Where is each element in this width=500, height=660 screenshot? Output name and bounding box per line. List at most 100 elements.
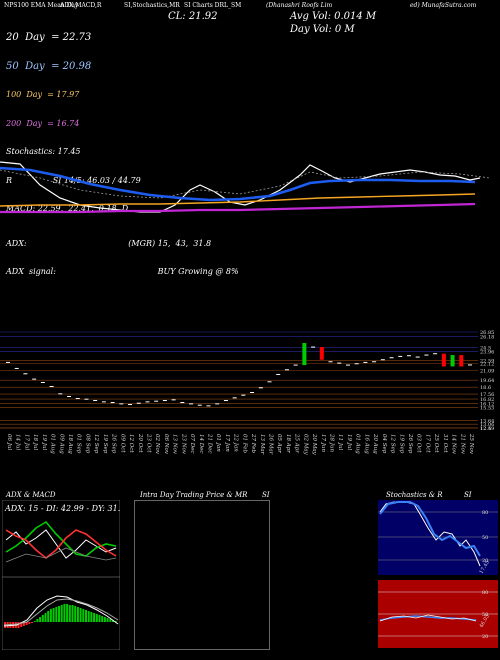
macd-bar <box>20 622 23 627</box>
date-tick-label: 23 Oct <box>145 433 151 453</box>
date-axis: 06 Jul 14 Jul 17 Jul 18 Jul 19 Jul 01 Aug 09 A… <box>6 433 474 456</box>
price-tick-label: 16.82 <box>480 397 494 403</box>
date-tick-label: 08 Sep <box>84 434 90 454</box>
macd-bar <box>71 605 74 622</box>
price-tick-label: 26.85 <box>480 330 494 336</box>
date-tick-label: 31 Oct <box>442 434 448 453</box>
macd-bar <box>58 606 60 622</box>
date-tick-label: 02 May <box>302 434 308 456</box>
macd-bar <box>66 604 69 622</box>
macd-bar <box>44 613 47 622</box>
adx-red-line <box>5 529 117 560</box>
date-tick-label: 12 Sep <box>93 434 99 454</box>
date-tick-label: 18 Apr <box>285 434 291 453</box>
adx-macd-panel: ADX: 15 - DI: 42.99 - DY: 31.78 <box>2 500 120 650</box>
macd-line <box>3 595 119 627</box>
date-tick-label: 02 Nov <box>154 434 160 455</box>
macd-bar <box>22 622 25 626</box>
macd-bar <box>33 621 36 622</box>
candle <box>302 343 307 366</box>
macd-bar <box>60 605 63 622</box>
stoch-tick-80: 80 <box>482 510 488 516</box>
date-tick-label: 28 Jun <box>329 433 335 452</box>
stoch-blue-line <box>379 501 481 557</box>
date-tick-label: 13 Mar <box>259 434 265 455</box>
date-tick-label: 19 Jul <box>41 434 47 450</box>
date-tick-label: 26 Sep <box>111 433 117 454</box>
macd-bar <box>101 616 104 622</box>
date-tick-label: 11 Jul <box>337 434 343 450</box>
price-tick-label: 16.12 <box>480 402 494 408</box>
close-price: CL: 21.92 <box>168 11 218 22</box>
intraday-panel-si: SI <box>262 491 270 499</box>
header-site: ed) MunafaSutra.com <box>410 2 477 9</box>
adx-signal-readout: ADX signal: BUY Growing @ 8% <box>6 267 239 276</box>
macd-bar <box>87 611 90 622</box>
avg-volume: Avg Vol: 0.014 M <box>290 11 377 22</box>
stoch-tick-50: 50 <box>482 535 488 541</box>
day-volume: Day Vol: 0 M <box>290 24 355 35</box>
date-tick-label: 06 Jul <box>6 434 12 450</box>
macd-bar <box>98 615 101 622</box>
macd-bar <box>112 620 114 622</box>
candle <box>450 355 455 367</box>
date-tick-label: 17 Jan <box>224 434 230 452</box>
date-tick-label: 14 Jul <box>15 434 21 450</box>
date-tick-label: 17 Jul <box>23 434 29 450</box>
stoch-panel-title: Stochastics & R <box>386 491 443 499</box>
macd-signal-line <box>3 598 119 626</box>
date-tick-label: 09 Oct <box>119 434 125 453</box>
date-tick-label: 19 Sep <box>398 434 404 454</box>
date-tick-label: 03 Oct <box>416 434 422 453</box>
macd-bar <box>49 609 52 622</box>
date-tick-label: 23 Nov <box>180 433 186 455</box>
rsi-white-line <box>379 614 477 622</box>
rsi-tick-20: 20 <box>482 634 488 640</box>
header-symbol: SI Charts DRL_SM <box>184 2 242 9</box>
date-tick-label: 04 Sep <box>381 434 387 454</box>
date-tick-label: 19 Jul <box>346 434 352 450</box>
macd-bar <box>31 622 33 623</box>
price-tick-label: 21.09 <box>480 369 494 375</box>
date-tick-label: 25 Oct <box>433 433 439 453</box>
date-tick-label: 01 Sep <box>76 434 82 454</box>
macd-bar <box>63 604 66 622</box>
stoch-panel-si: SI <box>464 491 472 499</box>
date-tick-label: 17 Jun <box>320 434 326 452</box>
date-tick-label: 27 Feb <box>250 433 256 454</box>
date-tick-label: 16 Aug <box>363 434 369 454</box>
ema50-line <box>0 166 476 202</box>
date-tick-label: 20 Oct <box>137 433 143 453</box>
date-tick-label: 09 Aug <box>58 434 64 454</box>
header-indicators: ADX,MACD,R <box>60 2 102 9</box>
price-tick-label: 13.06 <box>480 422 494 428</box>
date-tick-label: 12 Oct <box>128 434 134 453</box>
macd-bar <box>25 622 28 625</box>
date-tick-label: 19 Sep <box>102 434 108 454</box>
date-tick-label: 26 Sep <box>407 433 413 454</box>
date-tick-label: 01 Feb <box>241 434 247 454</box>
macd-bar <box>68 605 71 622</box>
ema200-readout: 200 Day = 16.74 <box>6 118 80 128</box>
ema100-line <box>0 193 476 207</box>
date-tick-label: 20 Aug <box>372 433 378 454</box>
price-tick-label: 19.64 <box>480 378 494 384</box>
ema200-line <box>0 202 476 214</box>
date-tick-label: 14 Nov <box>451 434 457 455</box>
candlestick-chart: 26.8526.1824.523.9622.5922.1221.0919.641… <box>0 330 494 430</box>
date-tick-label: 21 Nov <box>459 433 465 455</box>
macd-bar <box>76 607 79 622</box>
macd-bar <box>79 608 82 622</box>
adx-panel-title: ADX & MACD <box>6 491 56 499</box>
date-tick-label: 07 Dec <box>189 434 195 454</box>
price-tick-label: 23.96 <box>480 349 494 355</box>
stoch-tick-20: 20 <box>482 558 488 564</box>
stoch-rsi-panel: 80 50 20 17.45 80 50 20 46.03 <box>378 500 498 648</box>
macd-bar <box>85 610 87 622</box>
ema-chart <box>0 161 491 214</box>
candle <box>441 353 446 367</box>
ema100-readout: 100 Day = 17.97 <box>6 90 80 99</box>
ema20-shadow-line <box>0 169 491 199</box>
header-company: (Dhanashri Roofs Lim <box>266 2 333 9</box>
macd-bar <box>41 615 44 622</box>
